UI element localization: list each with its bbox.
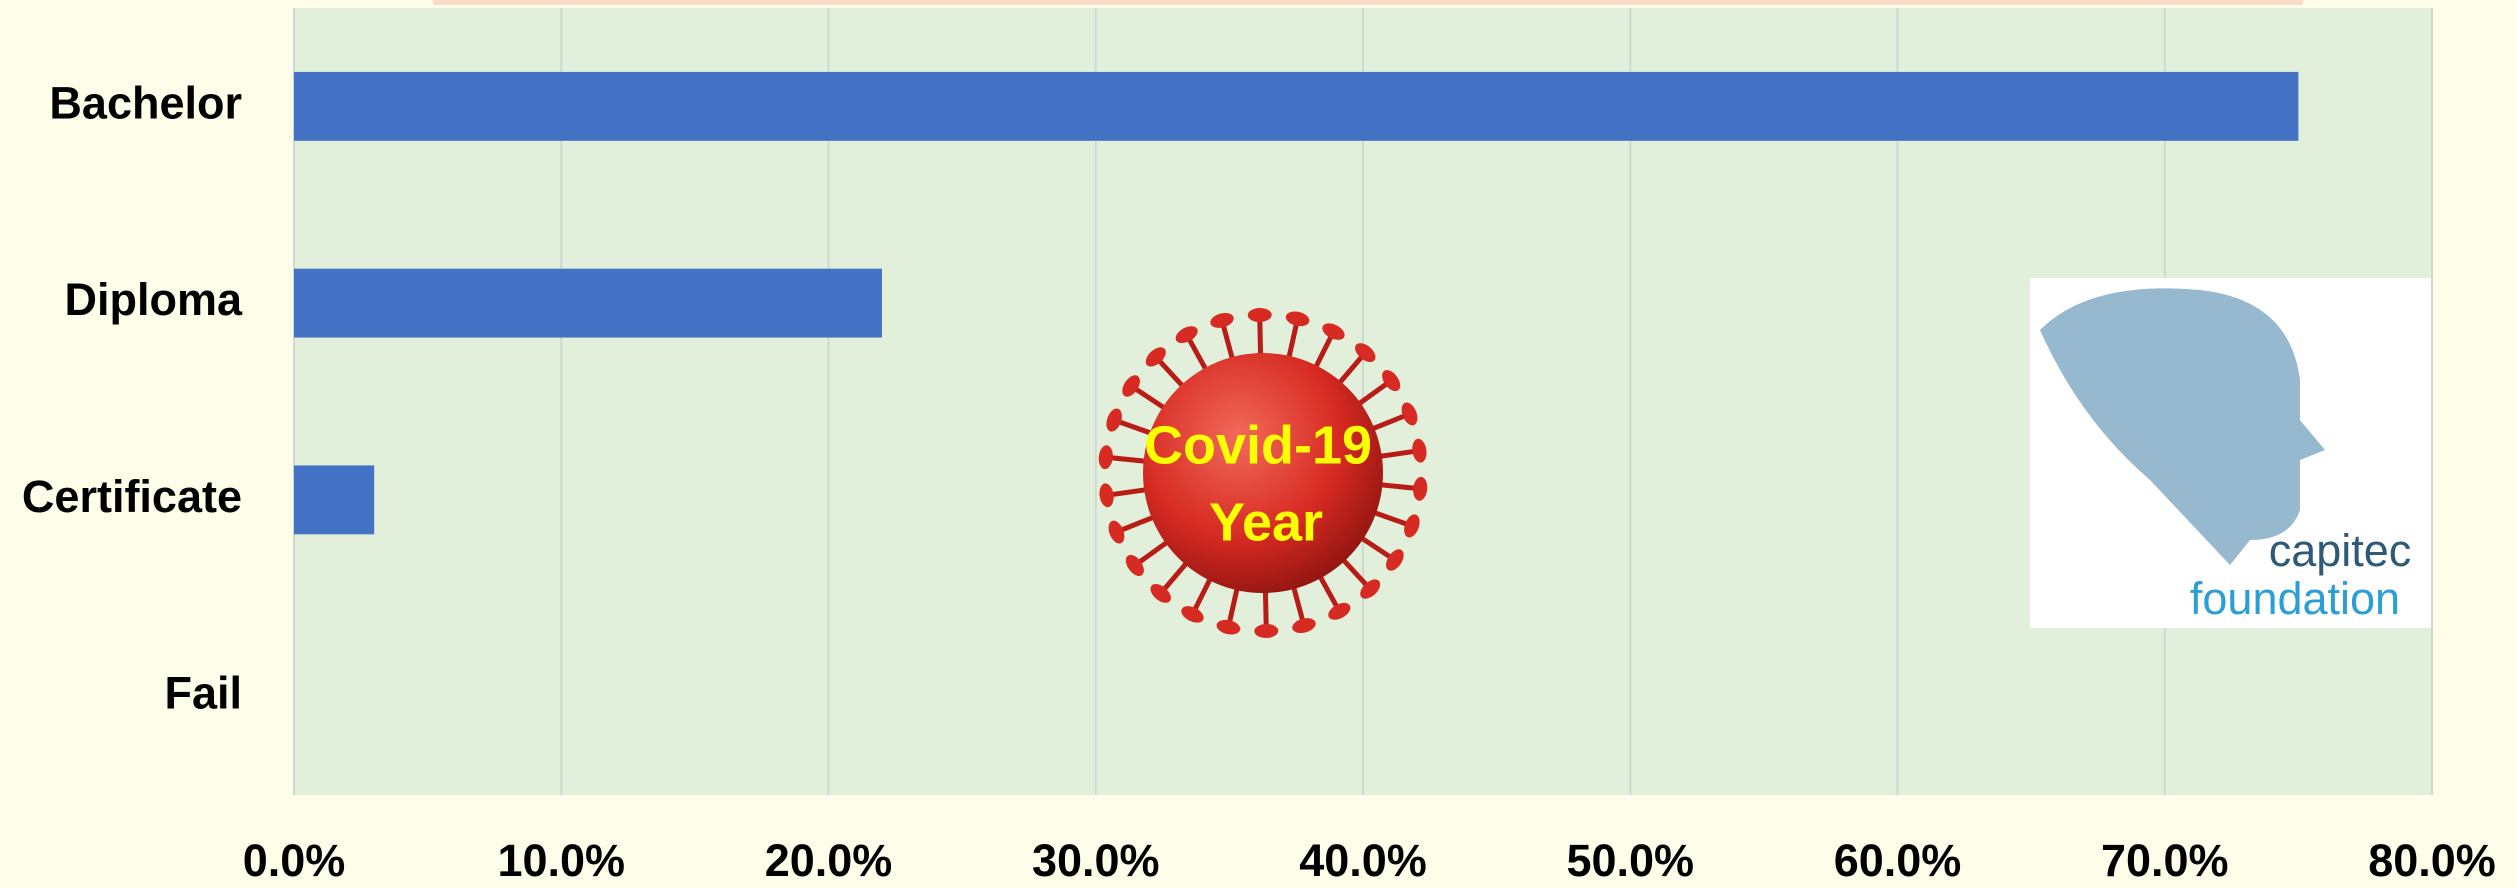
x-tick-label: 40.0%: [1299, 835, 1427, 886]
y-tick-label: Diploma: [64, 274, 242, 325]
logo: capitec foundation: [2030, 278, 2431, 628]
x-tick-label: 60.0%: [1834, 835, 1962, 886]
y-tick-label: Bachelor: [49, 77, 242, 128]
x-tick-label: 0.0%: [243, 835, 346, 886]
logo-text: capitec: [2269, 525, 2412, 576]
annotation: Year: [1209, 492, 1323, 552]
bar: [294, 72, 2298, 141]
bar: [294, 465, 374, 534]
x-tick-label: 70.0%: [2101, 835, 2229, 886]
top-strip: [433, 0, 2303, 5]
y-tick-label: Certificate: [22, 471, 242, 522]
x-tick-label: 80.0%: [2368, 835, 2496, 886]
x-tick-label: 50.0%: [1566, 835, 1694, 886]
x-tick-label: 20.0%: [765, 835, 893, 886]
y-tick-label: Fail: [164, 668, 242, 719]
bar: [294, 269, 882, 338]
logo-text: foundation: [2190, 573, 2400, 624]
annotation: Covid-19: [1144, 415, 1372, 475]
x-tick-label: 30.0%: [1032, 835, 1160, 886]
x-tick-label: 10.0%: [497, 835, 625, 886]
chart: 0.0% 10.0% 20.0% 30.0% 40.0% 50.0% 60.0% 70.0% 8…: [0, 0, 2517, 888]
